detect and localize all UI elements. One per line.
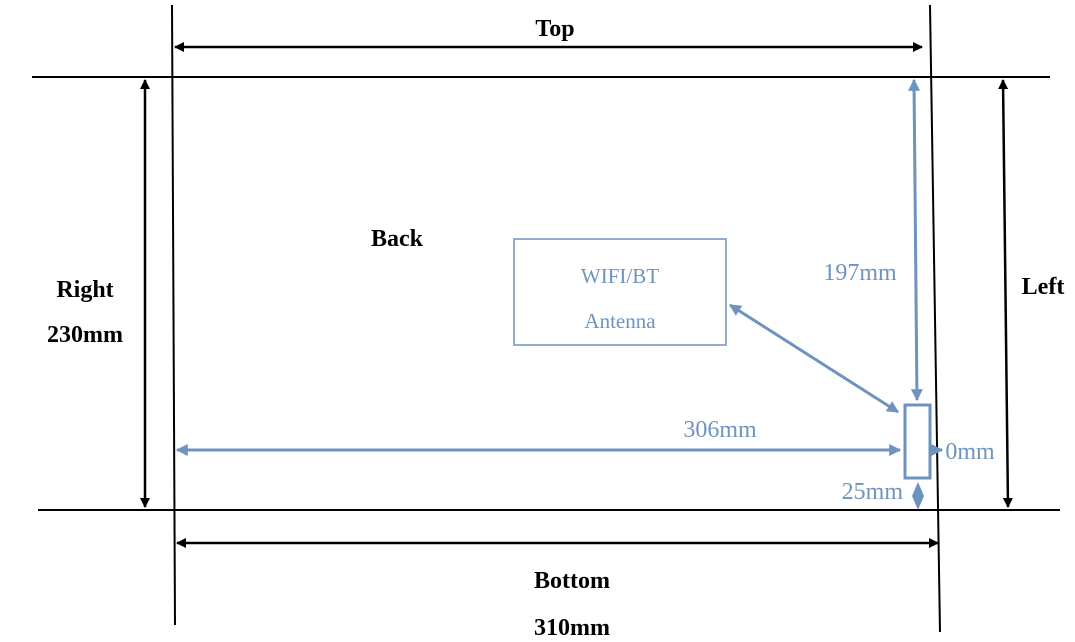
antenna-link-arrow (728, 303, 900, 414)
bottom-offset-label: 25mm (842, 479, 904, 505)
left-side-edge-line (929, 4, 941, 633)
right-side-edge-line (171, 4, 176, 626)
top-label: Top (535, 16, 574, 42)
bottom-label: Bottom (534, 568, 610, 594)
right-dimension-label: 230mm (47, 322, 123, 348)
antenna-box-line1: WIFI/BT (581, 264, 659, 288)
bottom-dimension-label: 310mm (534, 615, 610, 641)
back-label: Back (371, 226, 424, 252)
right-label: Right (56, 277, 113, 303)
antenna-box-line2: Antenna (584, 309, 656, 333)
side-offset-label: 306mm (683, 417, 757, 443)
antenna-box (513, 238, 727, 346)
bottom-offset-arrow (912, 482, 924, 510)
antenna-module (903, 403, 932, 480)
left-height-arrow (998, 79, 1013, 508)
left-label: Left (1022, 274, 1065, 300)
top-offset-arrow (908, 78, 923, 402)
top-offset-label: 197mm (823, 260, 897, 286)
module-width-label: 0mm (945, 439, 995, 465)
